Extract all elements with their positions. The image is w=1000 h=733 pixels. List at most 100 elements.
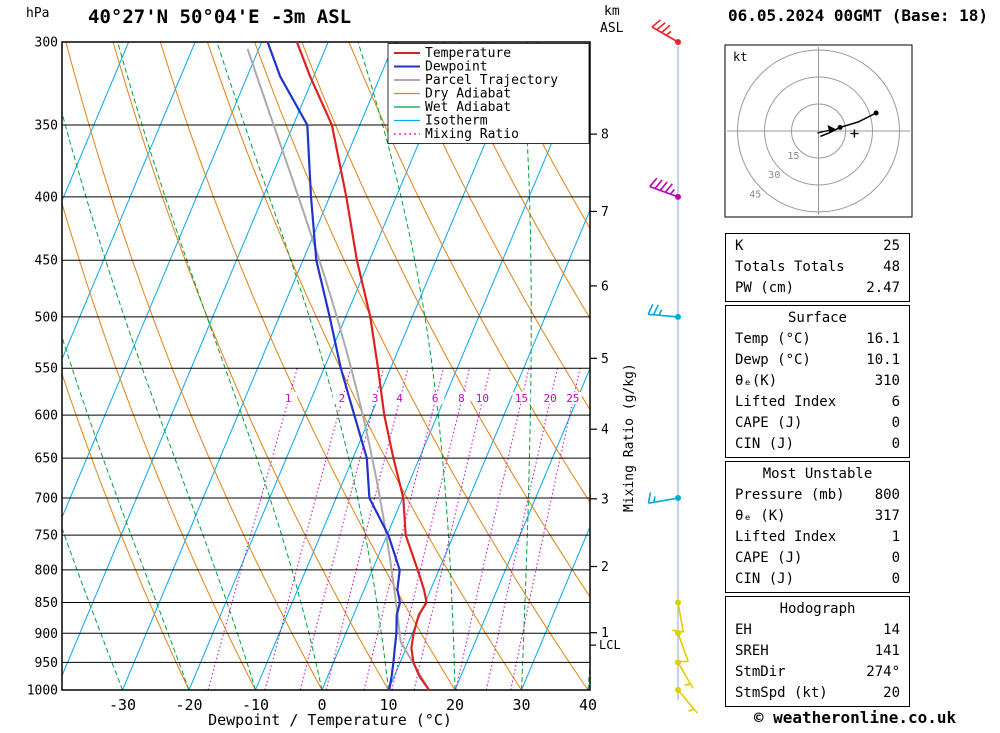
- stat-row: Temp (°C) 16.1: [726, 329, 909, 350]
- km-tick-label: 6: [601, 279, 609, 294]
- pressure-tick-label: 750: [35, 529, 58, 544]
- pressure-tick-label: 850: [35, 596, 58, 611]
- stat-label: PW (cm): [735, 280, 795, 296]
- stat-value: 141: [874, 643, 900, 659]
- km-tick-label: 4: [601, 423, 609, 438]
- pressure-tick-label: 450: [35, 254, 58, 269]
- stat-row: EH 14: [726, 620, 909, 641]
- stat-row: Lifted Index 1: [726, 527, 909, 548]
- stat-value: 274°: [866, 664, 900, 680]
- stat-value: 10.1: [866, 352, 900, 368]
- stat-row: θₑ(K) 310: [726, 371, 909, 392]
- table-title: Hodograph: [779, 601, 856, 617]
- parcel-trajectory-curve: [246, 48, 430, 690]
- pressure-tick-label: 1000: [27, 684, 58, 699]
- pressure-tick-label: 900: [35, 627, 58, 642]
- wind-barb-column: [647, 19, 698, 714]
- run-date-title: 06.05.2024 00GMT (Base: 18): [727, 6, 989, 25]
- stat-row: StmDir 274°: [726, 662, 909, 683]
- stat-row: Lifted Index 6: [726, 392, 909, 413]
- temperature-tick-label: 10: [379, 696, 397, 714]
- stat-row: CAPE (J) 0: [726, 413, 909, 434]
- table-title: Surface: [787, 310, 847, 326]
- km-tick-label: 1: [601, 626, 609, 641]
- stat-label: Pressure (mb): [735, 487, 845, 503]
- stat-label: Totals Totals: [735, 259, 845, 275]
- pressure-tick-label: 550: [35, 362, 58, 377]
- stat-row: PW (cm) 2.47: [726, 278, 909, 299]
- legend-label: Dry Adiabat: [425, 87, 511, 102]
- stat-label: SREH: [735, 643, 769, 659]
- legend-label: Isotherm: [425, 114, 488, 129]
- stat-value: 25: [883, 238, 900, 254]
- mixing-ratio-value-label: 20: [543, 392, 556, 405]
- most-unstable-table: Most Unstable Pressure (mb) 800 θₑ (K) 317 Li…: [725, 461, 910, 593]
- legend-label: Temperature: [425, 46, 511, 61]
- hodograph-arrow: [827, 125, 836, 133]
- temperature-curve: [295, 41, 430, 691]
- pressure-tick-label: 600: [35, 409, 58, 424]
- stat-label: Dewp (°C): [735, 352, 811, 368]
- stat-label: CAPE (J): [735, 550, 803, 566]
- pressure-tick-label: 300: [35, 36, 58, 51]
- mixing-ratio-value-label: 6: [432, 392, 439, 405]
- pressure-tick-label: 350: [35, 118, 58, 133]
- stat-value: 48: [883, 259, 900, 275]
- km-tick-label: 5: [601, 352, 609, 367]
- pressure-tick-label: 700: [35, 492, 58, 507]
- hodograph-plot: 15 30 45: [724, 44, 913, 218]
- stat-value: 14: [883, 622, 900, 638]
- mixing-ratio-value-label: 25: [566, 392, 579, 405]
- km-asl-axis: 1 2 3 4 5 6 7 8 LCL: [590, 128, 621, 652]
- stat-label: EH: [735, 622, 752, 638]
- stat-row: θₑ (K) 317: [726, 506, 909, 527]
- indices-table: K 25 Totals Totals 48 PW (cm) 2.47: [725, 233, 910, 302]
- temperature-tick-label: -20: [175, 696, 202, 714]
- hodograph-unit-label: kt: [733, 50, 748, 64]
- stat-row: CIN (J) 0: [726, 569, 909, 590]
- mixing-ratio-value-label: 3: [372, 392, 379, 405]
- stat-row: Totals Totals 48: [726, 257, 909, 278]
- pressure-tick-label: 650: [35, 452, 58, 467]
- stat-row: K 25: [726, 236, 909, 257]
- stat-value: 0: [891, 436, 900, 452]
- pressure-axis-unit: hPa: [26, 6, 50, 21]
- temperature-tick-label: -10: [242, 696, 269, 714]
- stat-value: 0: [891, 571, 900, 587]
- stat-label: StmDir: [735, 664, 786, 680]
- temperature-tick-label: -30: [109, 696, 136, 714]
- pressure-tick-label: 800: [35, 563, 58, 578]
- hodograph-ring-label: 45: [749, 189, 761, 200]
- table-title: Most Unstable: [762, 466, 873, 482]
- stat-value: 317: [874, 508, 900, 524]
- km-tick-label: 7: [601, 205, 609, 220]
- stat-value: 0: [891, 415, 900, 431]
- km-tick-label: 2: [601, 560, 609, 575]
- stat-label: θₑ (K): [735, 508, 786, 524]
- stat-row: CIN (J) 0: [726, 434, 909, 455]
- stat-label: CIN (J): [735, 571, 795, 587]
- hodograph-ring-label: 30: [768, 170, 780, 181]
- mixing-ratio-value-label: 2: [339, 392, 346, 405]
- km-tick-label: 8: [601, 128, 609, 143]
- station-title: 40°27'N 50°04'E -3m ASL: [88, 6, 352, 28]
- temperature-tick-label: 0: [317, 696, 326, 714]
- lcl-label: LCL: [599, 638, 621, 652]
- stat-label: K: [735, 238, 744, 254]
- hodograph-ring-label: 15: [787, 151, 799, 162]
- mixing-ratio-axis-title: Mixing Ratio (g/kg): [622, 363, 637, 512]
- temperature-tick-label: 20: [446, 696, 464, 714]
- stat-value: 20: [883, 685, 900, 701]
- stat-row: Pressure (mb) 800: [726, 485, 909, 506]
- altitude-axis-unit-km: km: [604, 4, 620, 19]
- mixing-ratio-value-label: 4: [396, 392, 403, 405]
- mixing-ratio-layer: [207, 368, 581, 690]
- plot-border: [61, 41, 591, 691]
- legend-label: Wet Adiabat: [425, 100, 511, 115]
- surface-table: Surface Temp (°C) 16.1 Dewp (°C) 10.1 θₑ(K) 31…: [725, 305, 910, 458]
- pressure-tick-label: 950: [35, 656, 58, 671]
- legend-label: Dewpoint: [425, 60, 488, 75]
- stat-row: CAPE (J) 0: [726, 548, 909, 569]
